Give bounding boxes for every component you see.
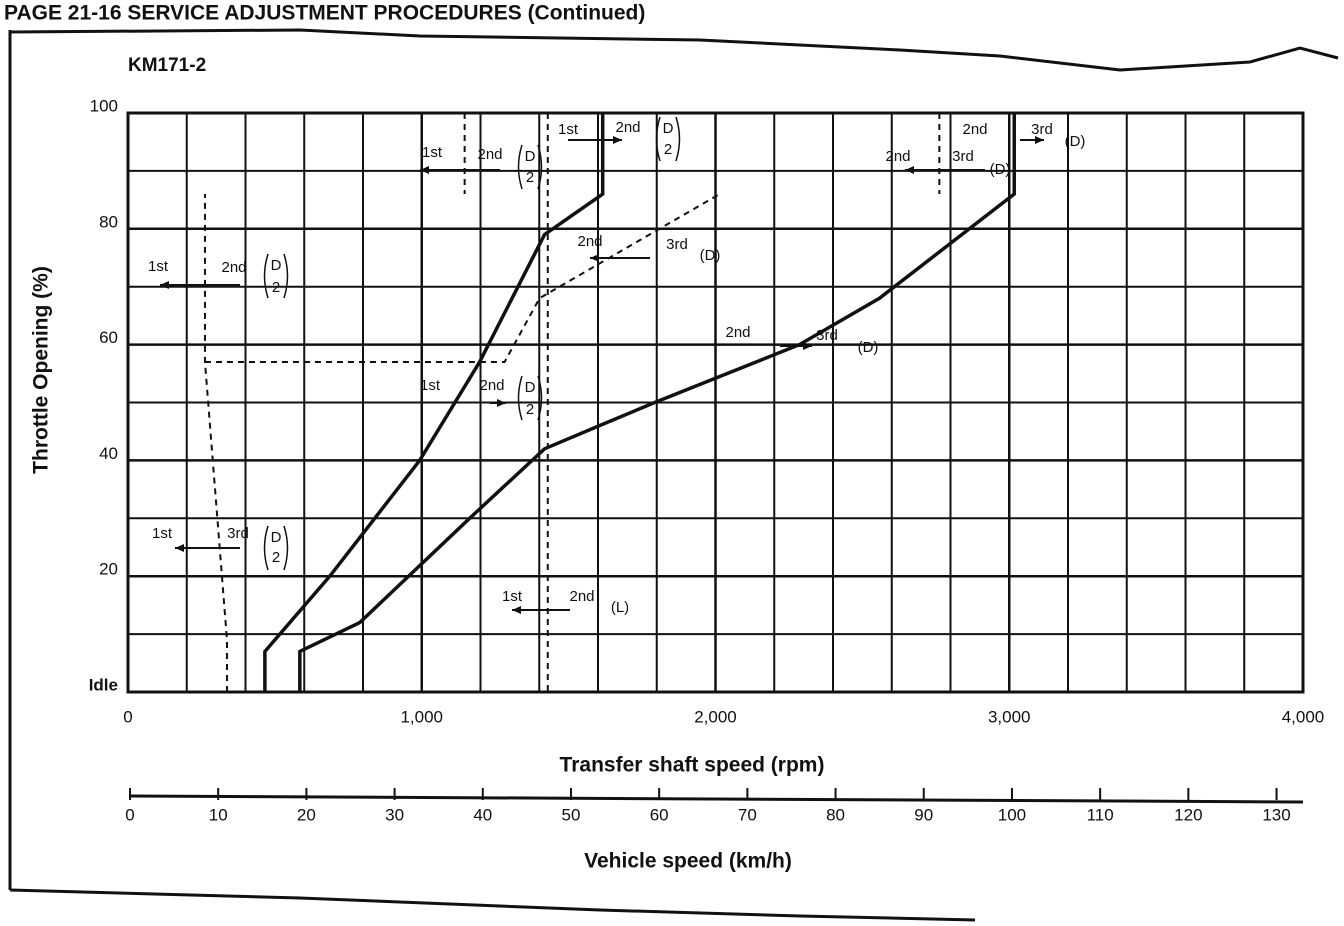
shift-label: D (525, 379, 536, 396)
x2-tick-label: 110 (1087, 805, 1114, 824)
shift-line (298, 113, 1016, 692)
shift-label: D (271, 529, 282, 546)
shift-label: 2nd (479, 377, 504, 394)
bracket (655, 116, 661, 162)
x-tick-label: 3,000 (988, 707, 1031, 726)
shift-label: (D) (1065, 133, 1086, 150)
shift-label: 3rd (952, 148, 974, 165)
arrow-head (512, 606, 521, 614)
x2-tick-label: 60 (650, 805, 669, 824)
bracket (517, 144, 523, 190)
arrow-head (803, 342, 812, 350)
shift-label: 2nd (577, 233, 602, 250)
page-header: PAGE 21-16 SERVICE ADJUSTMENT PROCEDURES… (4, 2, 645, 25)
shift-label: 3rd (816, 327, 838, 344)
x2-tick-label: 130 (1262, 805, 1290, 824)
shift-label: D (663, 120, 674, 137)
arrow-head (497, 399, 506, 407)
shift-label: D (525, 148, 536, 165)
shift-label: 1st (152, 525, 173, 542)
y-tick-label: Idle (89, 675, 118, 694)
x2-tick-label: 10 (209, 805, 228, 824)
bracket (537, 144, 543, 190)
shift-label: 1st (558, 121, 579, 138)
shift-label: 2nd (477, 146, 502, 163)
x2-axis-label: Vehicle speed (km/h) (584, 850, 792, 873)
arrow-head (590, 254, 599, 262)
arrow-head (613, 136, 622, 144)
frame-top (9, 28, 1339, 72)
shift-label: 2nd (962, 121, 987, 138)
x2-tick-label: 20 (297, 805, 316, 824)
shift-label: 2 (526, 169, 534, 186)
bracket (283, 525, 289, 571)
shift-line (203, 194, 228, 692)
shift-label: 3rd (666, 236, 688, 253)
y-tick-label: 40 (99, 444, 118, 463)
plot-border (126, 111, 1305, 694)
y-tick-label: 20 (99, 560, 118, 579)
arrow-head (1035, 136, 1044, 144)
x2-tick-label: 120 (1174, 805, 1202, 824)
arrow-head (420, 166, 429, 174)
arrow-head (175, 544, 184, 552)
frame-bottom (9, 888, 976, 922)
x-tick-label: 2,000 (694, 707, 737, 726)
shift-label: 2 (272, 279, 280, 296)
shift-line (263, 113, 605, 692)
shift-label: 3rd (227, 525, 249, 542)
shift-label: 2 (664, 141, 672, 158)
x2-tick-label: 90 (914, 805, 933, 824)
y-tick-label: 60 (99, 328, 118, 347)
x2-tick-label: 40 (473, 805, 492, 824)
shift-label: 2nd (885, 148, 910, 165)
x2-tick-label: 0 (125, 805, 134, 824)
shift-label: 2 (272, 549, 280, 566)
shift-label: (L) (611, 599, 629, 616)
x2-tick-label: 70 (738, 805, 757, 824)
shift-label: D (271, 257, 282, 274)
bracket (675, 116, 681, 162)
x-axis-label: Transfer shaft speed (rpm) (560, 754, 825, 777)
y-tick-label: 100 (90, 96, 118, 115)
shift-label: 2nd (615, 119, 640, 136)
bracket (263, 525, 269, 571)
bracket (263, 253, 269, 299)
shift-label: 1st (502, 588, 523, 605)
arrow-head (905, 166, 914, 174)
y-axis-label: Throttle Opening (%) (30, 266, 53, 474)
shift-label: (D) (990, 161, 1011, 178)
bracket (537, 375, 543, 421)
shift-label: 2nd (725, 324, 750, 341)
shift-label: 1st (420, 377, 441, 394)
bracket (517, 375, 523, 421)
bracket (283, 253, 289, 299)
shift-line (204, 193, 721, 363)
x-tick-label: 4,000 (1282, 707, 1325, 726)
shift-label: 3rd (1031, 121, 1053, 138)
shift-label: 2nd (569, 588, 594, 605)
shift-label: 2 (526, 401, 534, 418)
shift-label: (D) (858, 339, 879, 356)
arrow-head (160, 281, 169, 289)
shift-label: (D) (700, 247, 721, 264)
shift-label: 2nd (221, 259, 246, 276)
y-tick-label: 80 (99, 212, 118, 231)
chart-title: KM171-2 (128, 55, 206, 76)
shift-label: 1st (422, 144, 443, 161)
x2-tick-label: 80 (826, 805, 845, 824)
x-tick-label: 0 (123, 707, 132, 726)
x2-tick-label: 100 (998, 805, 1026, 824)
x2-tick-label: 50 (562, 805, 581, 824)
shift-label: 1st (148, 258, 169, 275)
x-tick-label: 1,000 (400, 707, 443, 726)
x2-tick-label: 30 (385, 805, 404, 824)
x2-axis (129, 794, 1304, 804)
